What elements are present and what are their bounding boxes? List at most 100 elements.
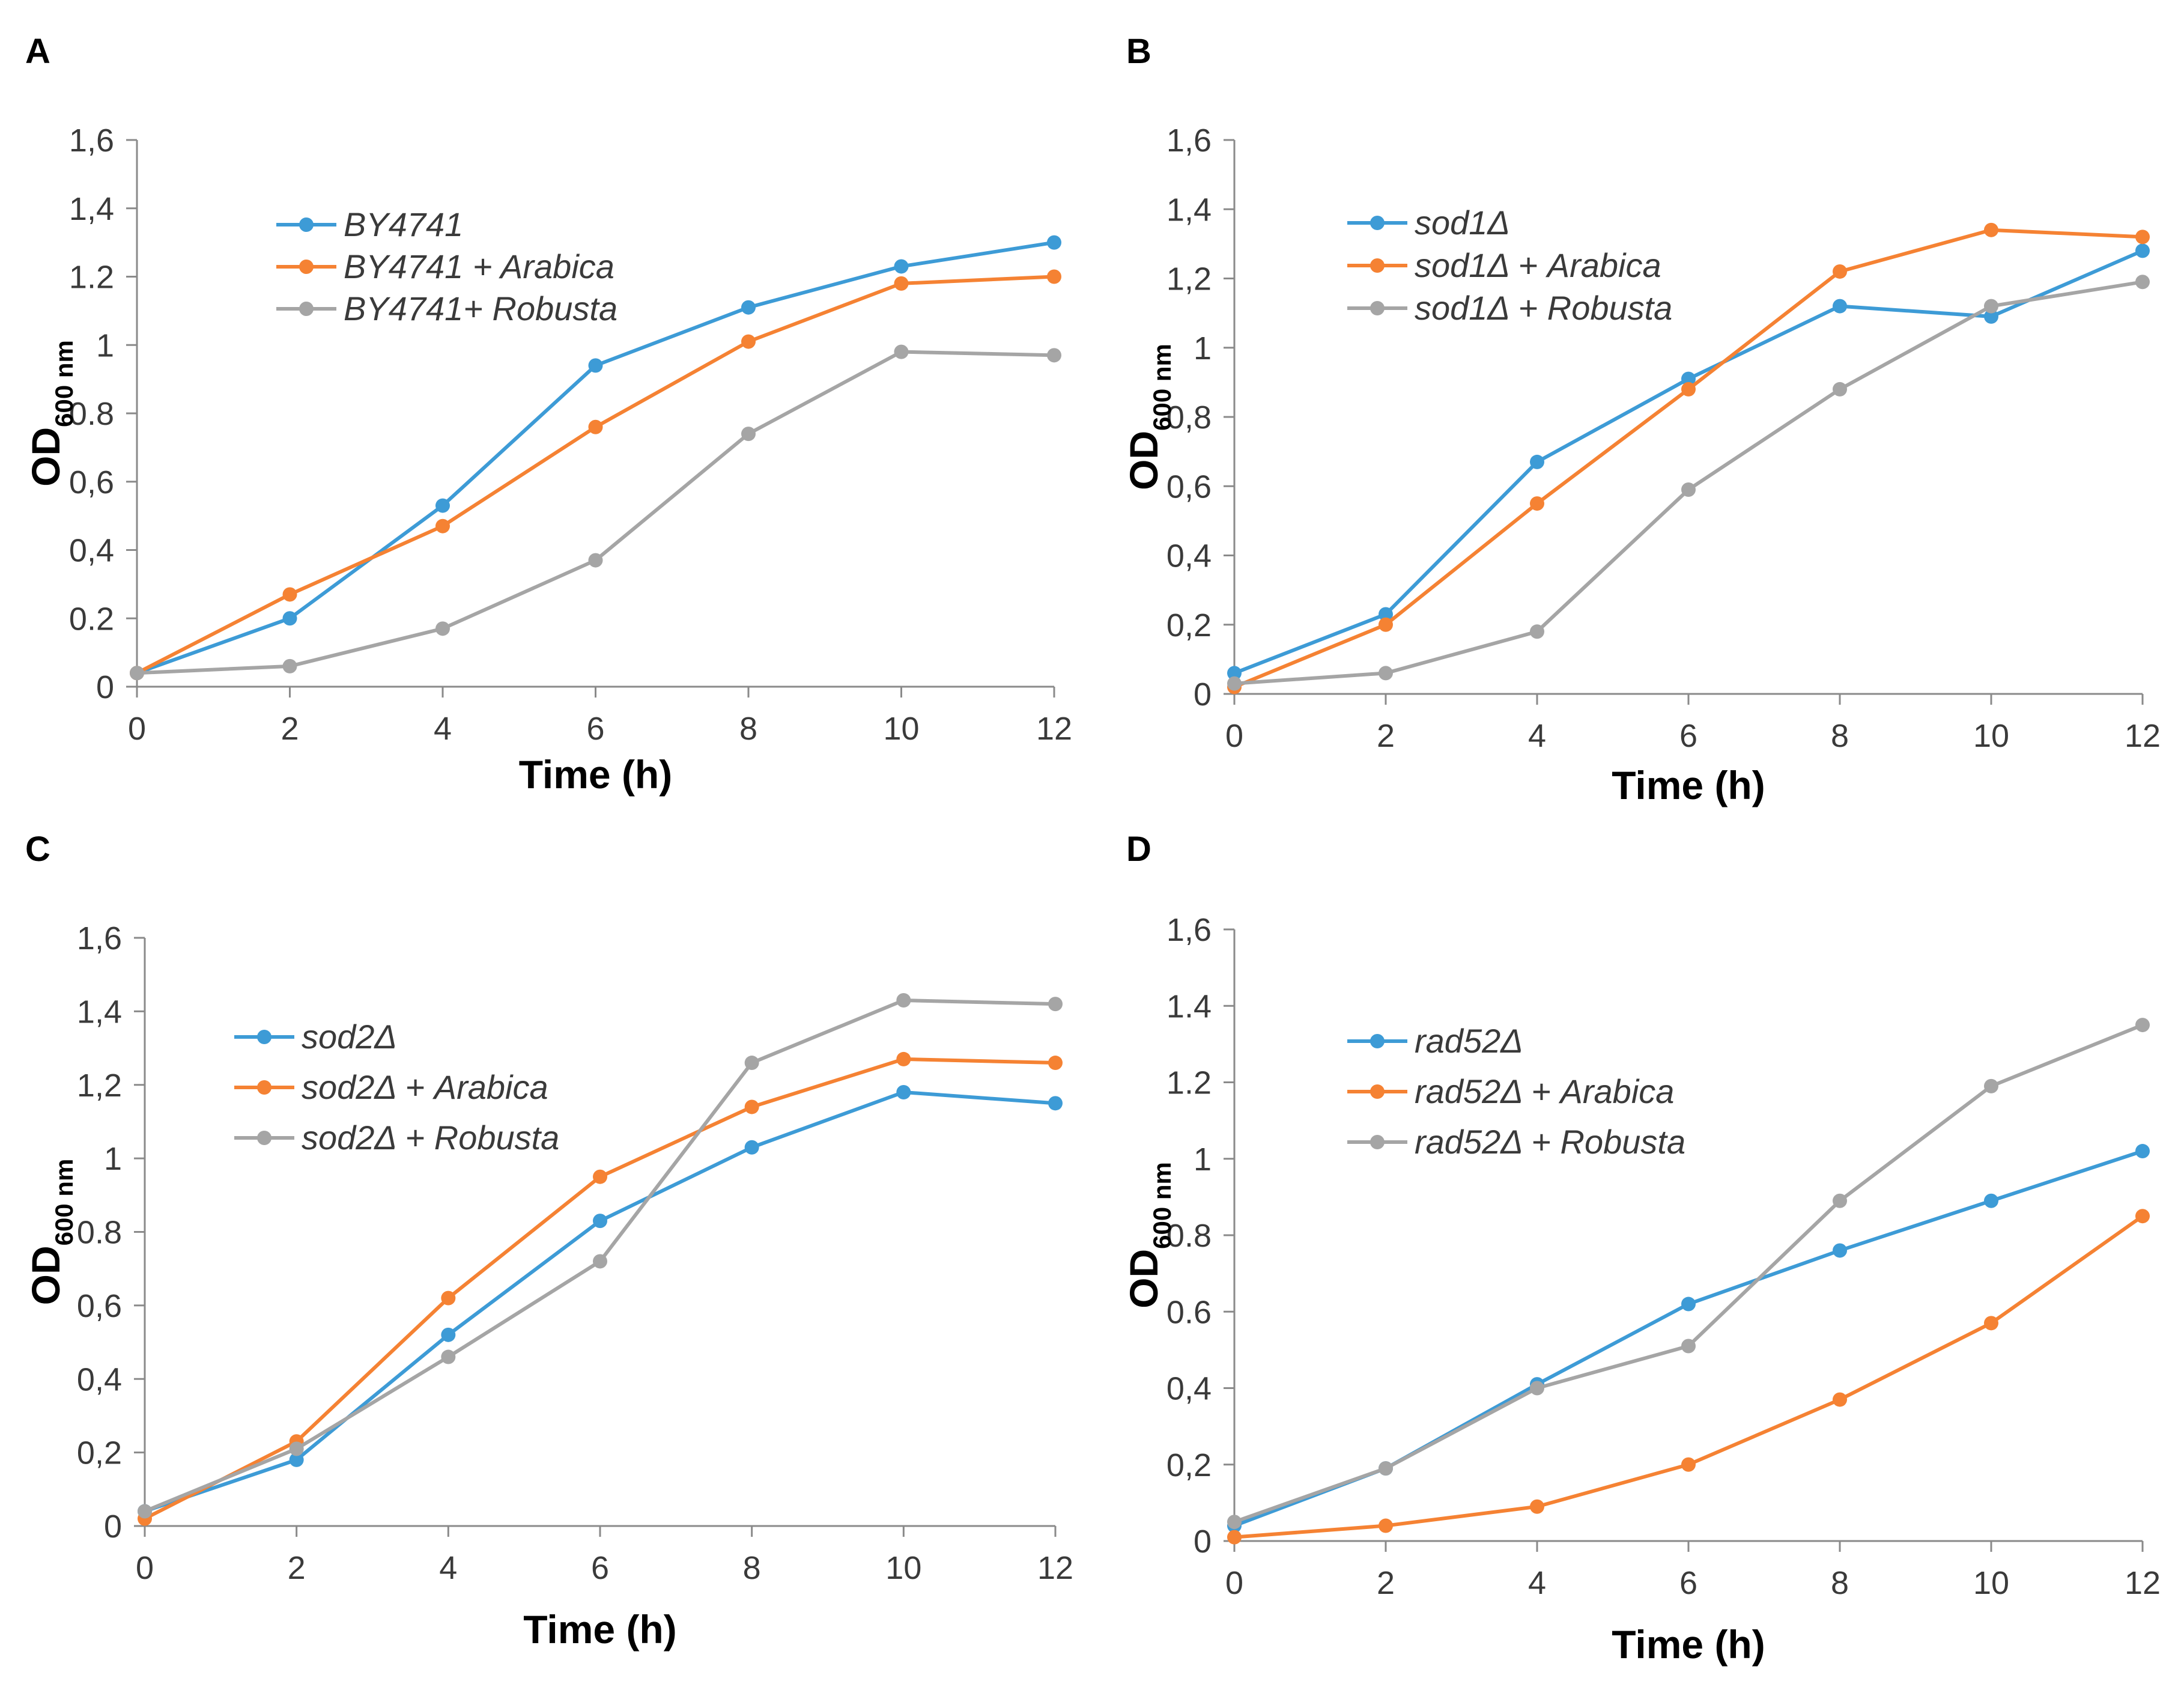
y-axis-title: OD600 nm (23, 340, 78, 487)
data-point (1681, 1339, 1696, 1354)
panel-letter: B (1126, 32, 1151, 71)
y-tick-label: 0,6 (1166, 469, 1212, 505)
panel-letter: A (25, 32, 50, 71)
y-tick-label: 0.8 (77, 1215, 122, 1251)
legend-marker (257, 1131, 271, 1145)
data-point (1530, 454, 1544, 469)
legend-marker (299, 217, 314, 232)
data-point (1833, 1243, 1847, 1258)
x-tick-label: 10 (1973, 1565, 2009, 1601)
data-point (744, 1099, 759, 1114)
data-point (1681, 482, 1696, 497)
data-point (1984, 1193, 1998, 1208)
legend-label: BY4741 + Arabica (344, 248, 614, 285)
data-point (1984, 1316, 1998, 1331)
x-tick-label: 6 (591, 1550, 609, 1586)
x-axis-title: Time (h) (519, 752, 672, 797)
data-point (1681, 381, 1696, 397)
legend-marker (299, 302, 314, 316)
x-tick-label: 0 (136, 1550, 154, 1586)
data-point (2135, 275, 2150, 290)
data-point (2135, 1144, 2150, 1159)
x-tick-label: 12 (2125, 718, 2161, 754)
series-line-2 (136, 275, 1055, 675)
data-point (435, 621, 450, 636)
y-axis-title-main: OD (23, 1245, 68, 1305)
data-point (435, 498, 450, 513)
data-point (593, 1169, 607, 1184)
data-point (1048, 1096, 1063, 1111)
data-point (289, 1441, 304, 1456)
chart-panel-d: D 0 0,2 0,4 0.6 0.8 1 1.2 1.4 1,6 0 2 4 6 8 10 12 Time (h… (1121, 830, 2161, 1667)
legend-label: rad52Δ + Robusta (1415, 1123, 1685, 1161)
y-tick-label: 0.8 (69, 396, 114, 432)
data-point (1833, 1193, 1847, 1208)
legend-marker (257, 1080, 271, 1095)
legend-marker (1370, 258, 1385, 273)
legend-label: sod1Δ + Arabica (1415, 246, 1661, 284)
y-tick-label: 0,4 (1166, 1371, 1212, 1407)
legend-label: sod2Δ (302, 1018, 397, 1056)
x-tick-label: 8 (1831, 1565, 1849, 1601)
y-tick-label: 0,4 (77, 1361, 122, 1397)
x-tick-label: 8 (743, 1550, 761, 1586)
data-point (1379, 617, 1393, 632)
x-tick-label: 4 (1528, 1565, 1546, 1601)
data-point (2135, 1018, 2150, 1033)
data-point (744, 1056, 759, 1071)
legend-marker (1370, 301, 1385, 315)
chart-panel-b: B 0 0,2 0,4 0,6 0,8 1 1,2 1,4 1,6 0 2 4 6 8 10 12 Time (h… (1121, 32, 2161, 807)
data-point (441, 1327, 456, 1342)
data-point (289, 1452, 304, 1467)
legend-marker (1370, 1084, 1385, 1099)
data-point (1379, 666, 1393, 681)
data-point (896, 993, 911, 1008)
x-tick-label: 2 (1377, 718, 1395, 754)
x-tick-label: 2 (281, 711, 299, 747)
data-point (1048, 997, 1063, 1012)
series-line-1 (1233, 249, 2144, 675)
legend-label: rad52Δ (1415, 1022, 1523, 1060)
legend-marker (299, 260, 314, 274)
data-point (588, 419, 603, 434)
y-tick-label: 0 (96, 669, 114, 705)
data-point (1833, 381, 1847, 397)
y-tick-label: 1,2 (1166, 261, 1212, 297)
x-tick-label: 10 (1973, 718, 2009, 754)
y-axis-title-main: OD (1121, 431, 1166, 490)
data-point (1984, 299, 1998, 314)
data-point (744, 1140, 759, 1155)
y-axis-title-main: OD (23, 427, 68, 487)
x-tick-label: 6 (1679, 1565, 1697, 1601)
data-point (1379, 607, 1393, 622)
data-point (588, 358, 603, 373)
data-point (1047, 348, 1061, 363)
legend-marker (1370, 216, 1385, 230)
x-tick-label: 12 (1037, 1550, 1073, 1586)
y-tick-label: 0,2 (1166, 1447, 1212, 1483)
data-point (1833, 299, 1847, 314)
data-point (282, 587, 297, 602)
x-tick-label: 12 (1036, 711, 1072, 747)
data-point (593, 1214, 607, 1229)
series-line-2 (1234, 1214, 2144, 1539)
data-point (1227, 676, 1242, 691)
y-tick-label: 1,4 (77, 994, 122, 1030)
x-tick-label: 4 (434, 711, 452, 747)
y-axis-title: OD600 nm (1121, 1162, 1176, 1309)
x-tick-label: 2 (288, 1550, 306, 1586)
y-tick-label: 1,6 (77, 920, 122, 956)
data-point (1984, 1078, 1998, 1093)
y-tick-label: 0.8 (1166, 1218, 1212, 1254)
y-tick-label: 1,6 (1166, 123, 1212, 159)
legend-marker (257, 1030, 271, 1044)
data-point (1530, 496, 1544, 511)
data-point (2135, 1209, 2150, 1224)
data-point (2135, 243, 2150, 258)
data-point (2135, 229, 2150, 245)
y-axis-title-subscript: 600 nm (1148, 344, 1176, 431)
y-tick-label: 1,2 (77, 1068, 122, 1104)
y-tick-label: 1 (1194, 1141, 1212, 1178)
legend-label: sod2Δ + Arabica (302, 1068, 548, 1106)
data-point (441, 1290, 456, 1306)
